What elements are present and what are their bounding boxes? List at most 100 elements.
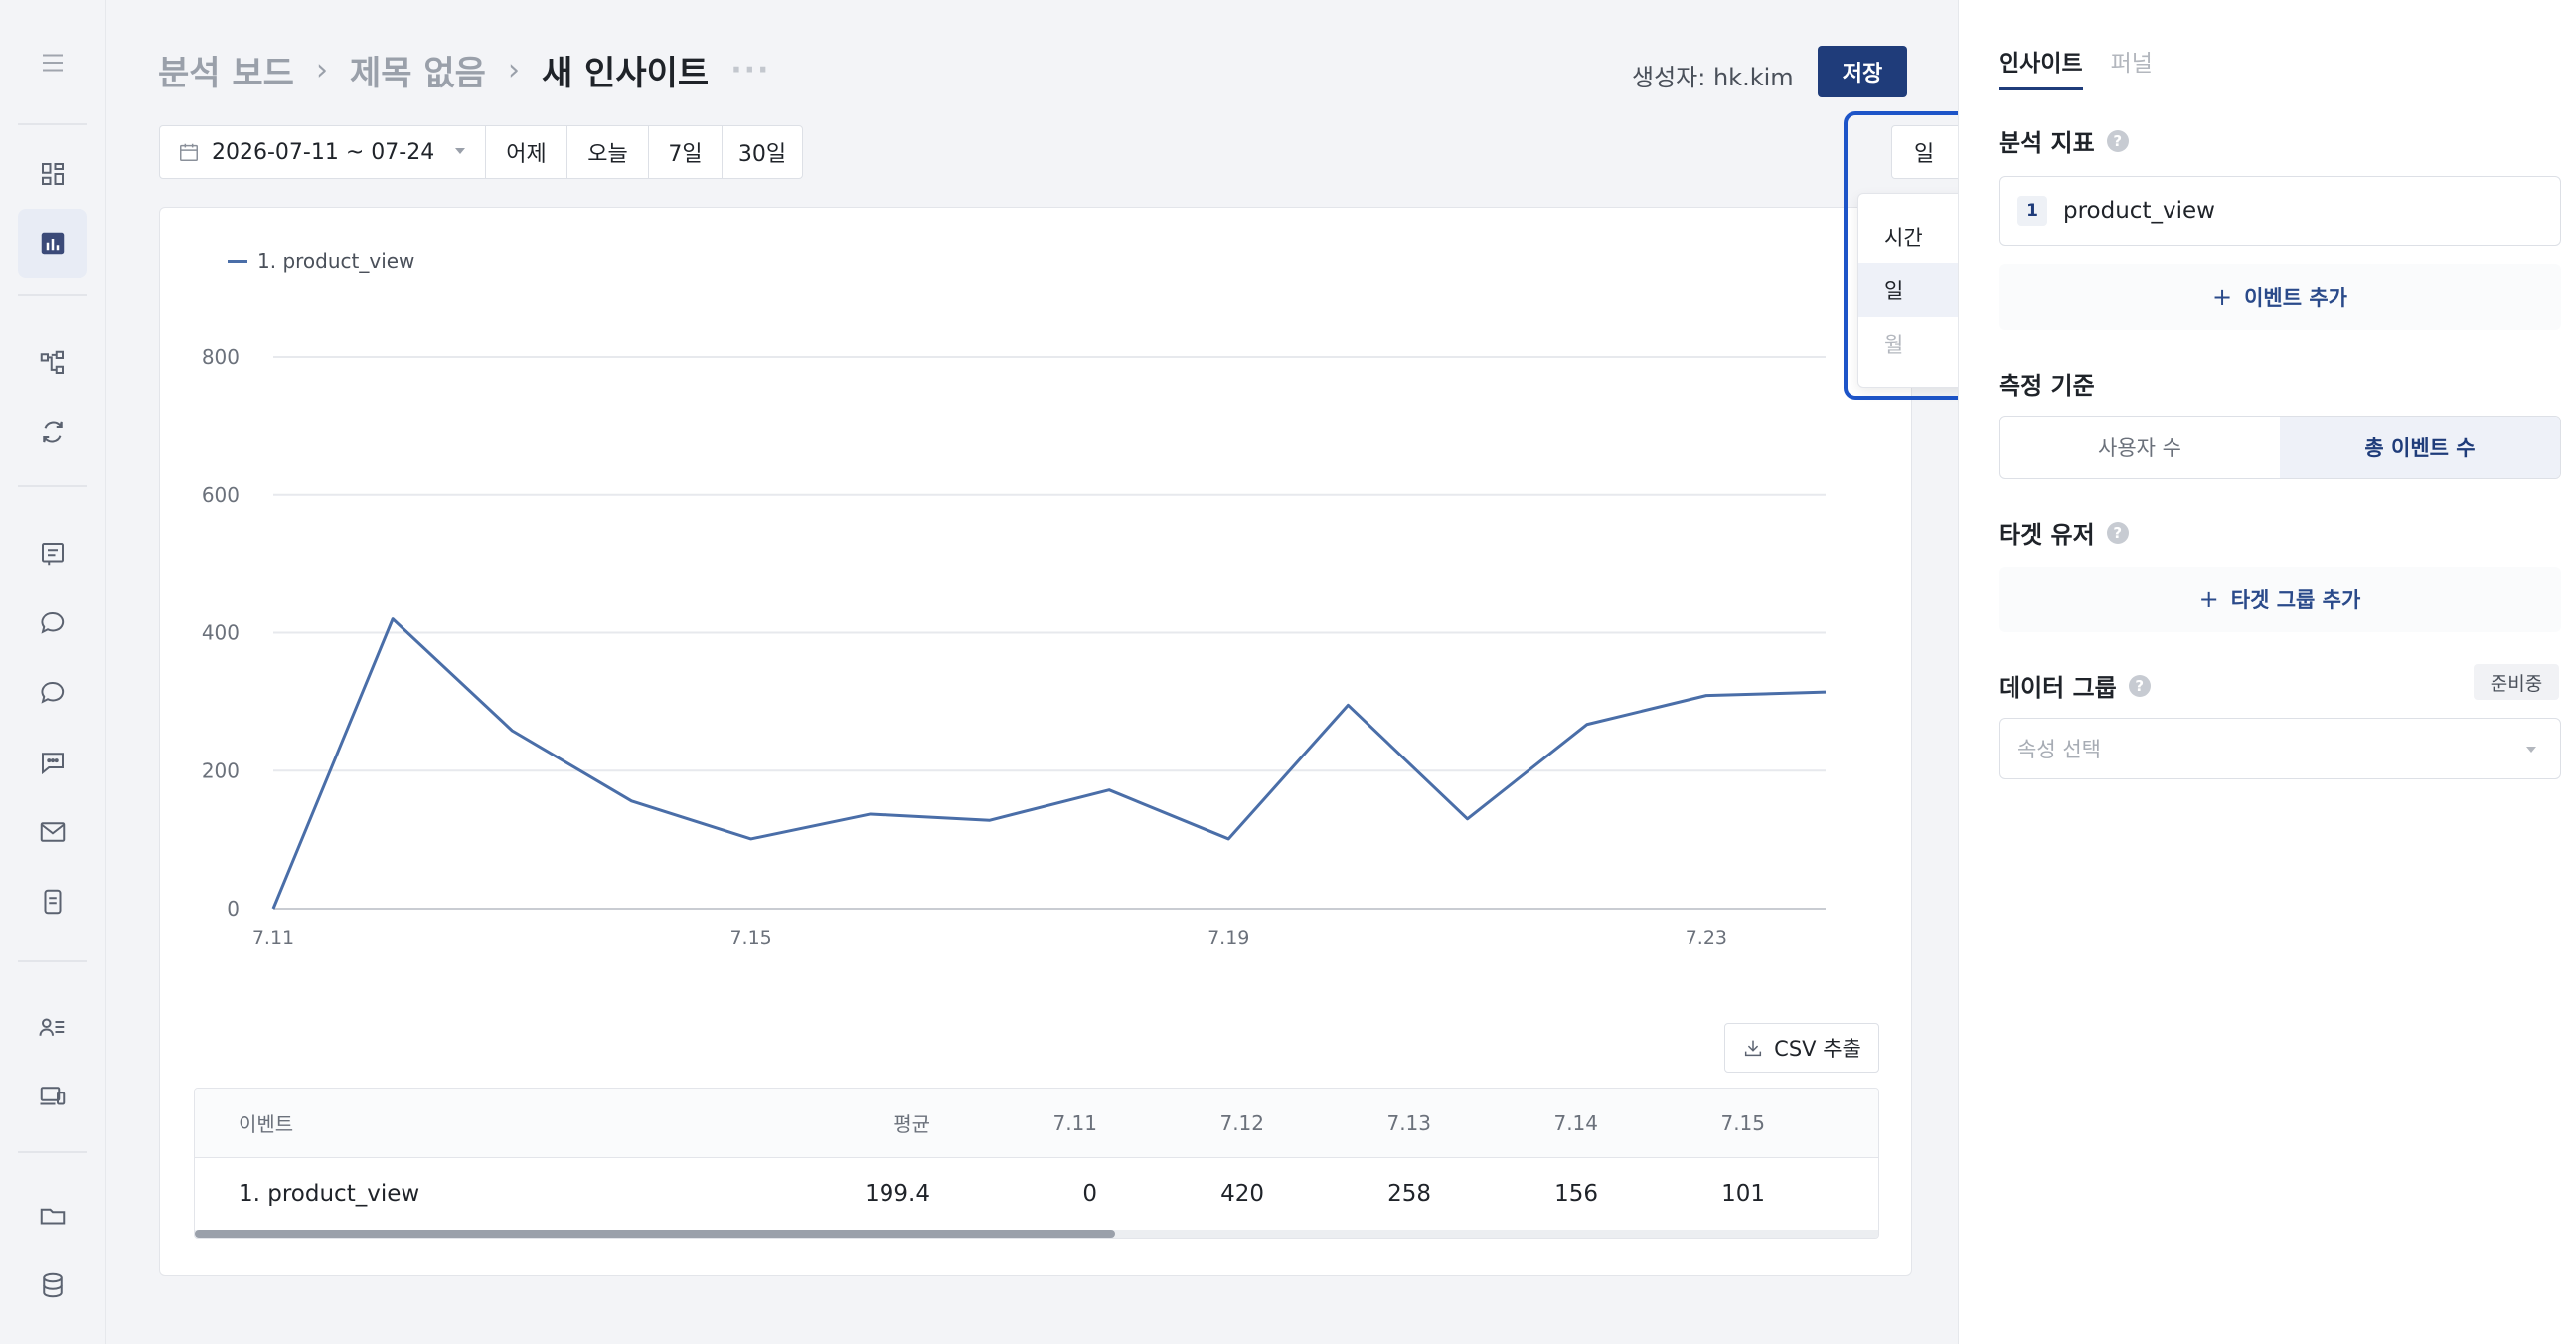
list-doc-icon[interactable] bbox=[18, 519, 87, 588]
rail-divider bbox=[18, 1151, 87, 1153]
x-tick-label: 7.23 bbox=[1686, 927, 1727, 949]
date-range-picker[interactable]: 2026-07-11 ~ 07-24 bbox=[160, 126, 486, 178]
main-area: 분석 보드 › 제목 없음 › 새 인사이트 ··· 생성자: hk.kim 저… bbox=[106, 0, 2040, 1344]
quick-7days-button[interactable]: 7일 bbox=[649, 126, 723, 178]
measure-segmented-control: 사용자 수 총 이벤트 수 bbox=[1999, 416, 2561, 479]
horizontal-scrollbar[interactable] bbox=[195, 1230, 1878, 1238]
metric-name: product_view bbox=[2063, 198, 2215, 224]
table-row[interactable]: 1. product_view 199.4 0 420 258 156 101 bbox=[195, 1158, 1878, 1230]
data-point[interactable] bbox=[269, 905, 277, 913]
status-badge: 준비중 bbox=[2474, 664, 2559, 700]
y-tick-label: 200 bbox=[202, 758, 240, 782]
data-point[interactable] bbox=[1224, 835, 1232, 843]
data-point[interactable] bbox=[389, 615, 397, 623]
add-event-label: 이벤트 추가 bbox=[2244, 286, 2348, 310]
breadcrumb-item-untitled[interactable]: 제목 없음 bbox=[349, 54, 486, 93]
user-list-icon[interactable] bbox=[18, 992, 87, 1062]
quick-yesterday-button[interactable]: 어제 bbox=[486, 126, 567, 178]
row-value: 258 bbox=[1387, 1181, 1431, 1207]
download-icon bbox=[1745, 1040, 1762, 1057]
breadcrumb-item-board[interactable]: 분석 보드 bbox=[158, 54, 294, 93]
date-range-value: 2026-07-11 ~ 07-24 bbox=[212, 139, 435, 165]
data-point[interactable] bbox=[627, 797, 635, 805]
legend-label: 1. product_view bbox=[257, 250, 415, 273]
quick-30days-button[interactable]: 30일 bbox=[737, 142, 787, 167]
document-icon[interactable] bbox=[18, 867, 87, 936]
chevron-right-icon: › bbox=[315, 53, 328, 87]
measure-users-option[interactable]: 사용자 수 bbox=[2098, 436, 2181, 460]
dashboard-icon[interactable] bbox=[18, 139, 87, 209]
column-header-date: 7.13 bbox=[1386, 1110, 1431, 1135]
data-point[interactable] bbox=[1822, 688, 1830, 696]
row-value: 420 bbox=[1220, 1181, 1264, 1207]
csv-export-button[interactable]: CSV 추출 bbox=[1724, 1023, 1879, 1073]
flow-icon[interactable] bbox=[18, 328, 87, 398]
devices-icon[interactable] bbox=[18, 1062, 87, 1131]
add-target-group-button[interactable]: + 타겟 그룹 추가 bbox=[1999, 567, 2561, 632]
data-point[interactable] bbox=[747, 835, 755, 843]
y-tick-label: 400 bbox=[202, 621, 240, 645]
folder-icon[interactable] bbox=[18, 1181, 87, 1251]
chat-bubble-alt-icon[interactable] bbox=[18, 658, 87, 728]
tab-funnel[interactable]: 퍼널 bbox=[2110, 51, 2153, 77]
mail-icon[interactable] bbox=[18, 797, 87, 867]
option-month: 월 bbox=[1884, 333, 1904, 357]
granularity-value: 일 bbox=[1914, 142, 1935, 167]
property-select-placeholder: 속성 선택 bbox=[2017, 738, 2101, 761]
row-average: 199.4 bbox=[865, 1181, 930, 1207]
metric-title-text: 분석 지표 bbox=[1999, 129, 2095, 157]
metric-item[interactable]: 1 product_view bbox=[1999, 176, 2561, 246]
option-day-label: 일 bbox=[1884, 279, 1904, 303]
save-button[interactable]: 저장 bbox=[1818, 46, 1907, 97]
chart-icon[interactable] bbox=[18, 209, 87, 278]
rail-divider bbox=[18, 485, 87, 487]
date-filter: 2026-07-11 ~ 07-24 어제 오늘 7일 30일 bbox=[159, 125, 803, 179]
column-header-average: 평균 bbox=[893, 1112, 930, 1136]
data-point[interactable] bbox=[1105, 786, 1113, 794]
scrollbar-thumb[interactable] bbox=[195, 1230, 1115, 1238]
y-tick-label: 0 bbox=[227, 897, 240, 921]
property-select[interactable]: 속성 선택 bbox=[1999, 718, 2561, 779]
database-icon[interactable] bbox=[18, 1251, 87, 1320]
help-icon[interactable]: ? bbox=[2128, 674, 2151, 697]
message-icon[interactable] bbox=[18, 728, 87, 797]
data-point[interactable] bbox=[1344, 701, 1352, 709]
data-point[interactable] bbox=[508, 727, 516, 735]
refresh-icon[interactable] bbox=[18, 398, 87, 467]
data-point[interactable] bbox=[1583, 721, 1591, 729]
measure-total-events-option[interactable]: 총 이벤트 수 bbox=[2280, 417, 2560, 478]
caret-down-icon bbox=[455, 148, 465, 154]
more-options-icon[interactable]: ··· bbox=[730, 53, 771, 87]
calendar-icon bbox=[180, 143, 198, 161]
chart-legend[interactable]: 1. product_view bbox=[228, 250, 414, 273]
data-point[interactable] bbox=[1464, 815, 1472, 823]
menu-icon[interactable] bbox=[18, 28, 87, 97]
chevron-right-icon: › bbox=[507, 53, 520, 87]
line-chart: 0 200 400 600 800 7.11 7.15 7.19 7.23 bbox=[202, 345, 1830, 949]
data-point[interactable] bbox=[1702, 692, 1710, 700]
series-line[interactable] bbox=[271, 617, 1827, 910]
plus-icon: + bbox=[2198, 586, 2219, 613]
tab-insight[interactable]: 인사이트 bbox=[1999, 44, 2083, 90]
left-rail bbox=[0, 0, 106, 1344]
add-target-label: 타겟 그룹 추가 bbox=[2230, 588, 2361, 612]
creator-label: 생성자: hk.kim bbox=[1632, 64, 1794, 91]
data-point[interactable] bbox=[867, 810, 875, 818]
y-tick-label: 800 bbox=[202, 345, 240, 369]
y-tick-label: 600 bbox=[202, 483, 240, 507]
column-header-date: 7.14 bbox=[1553, 1110, 1598, 1135]
measure-title-text: 측정 기준 bbox=[1999, 372, 2095, 400]
legend-swatch bbox=[228, 259, 247, 263]
add-event-button[interactable]: + 이벤트 추가 bbox=[1999, 264, 2561, 330]
quick-today-button[interactable]: 오늘 bbox=[567, 126, 649, 178]
x-tick-label: 7.11 bbox=[252, 927, 294, 949]
option-hour[interactable]: 시간 bbox=[1884, 226, 1923, 250]
help-icon[interactable]: ? bbox=[2106, 129, 2129, 152]
data-point[interactable] bbox=[986, 816, 994, 824]
chat-bubble-icon[interactable] bbox=[18, 588, 87, 658]
column-header-date: 7.12 bbox=[1219, 1110, 1264, 1135]
right-panel: 인사이트 퍼널 분석 지표 ? 1 product_view + 이벤트 추가 … bbox=[1958, 0, 2576, 1344]
metric-section-title: 분석 지표 ? bbox=[1999, 123, 2129, 158]
help-icon[interactable]: ? bbox=[2106, 521, 2129, 544]
page-title[interactable]: 새 인사이트 bbox=[541, 54, 710, 93]
